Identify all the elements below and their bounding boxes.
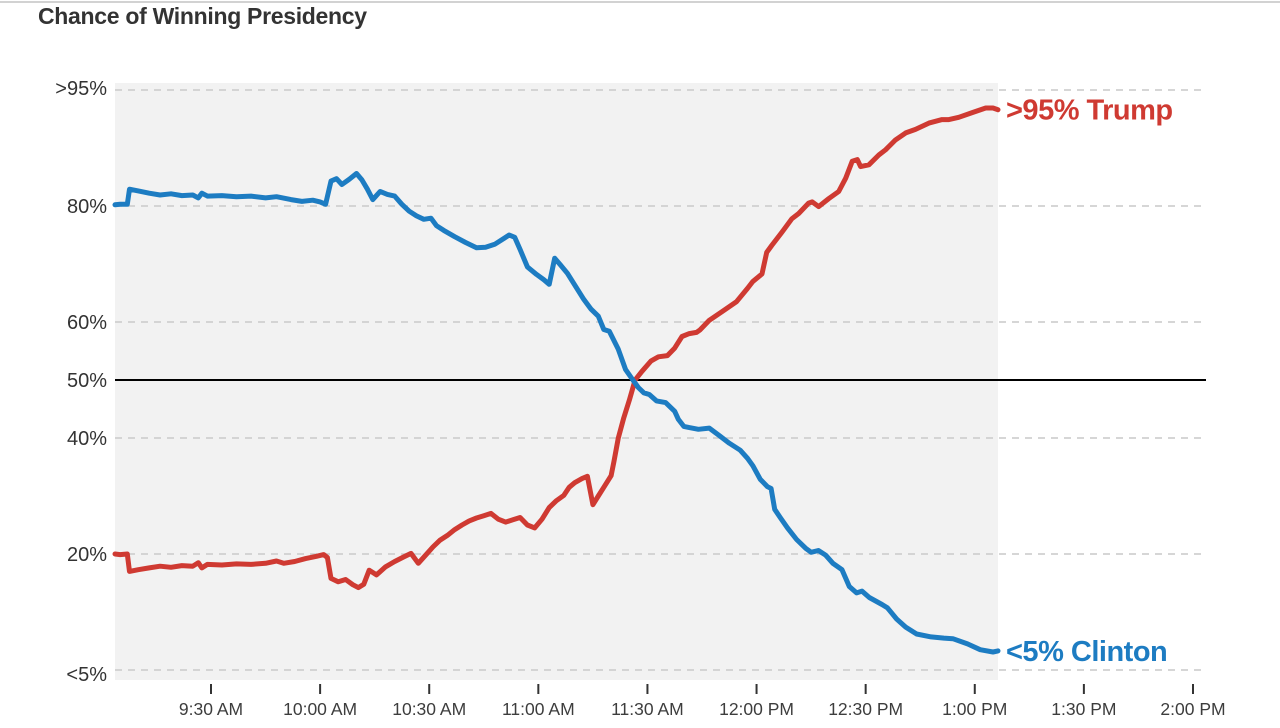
x-axis-label: 12:00 PM <box>719 699 794 719</box>
x-axis-label: 10:00 AM <box>283 699 357 719</box>
y-axis-label: 50% <box>67 370 107 392</box>
x-axis-label: 1:30 PM <box>1051 699 1116 719</box>
y-axis-label: 20% <box>67 544 107 566</box>
y-axis-label: <5% <box>66 664 107 686</box>
y-axis-label: >95% <box>55 78 107 100</box>
x-axis-label: 11:00 AM <box>502 699 575 719</box>
y-axis-label: 80% <box>67 196 107 218</box>
clinton-line <box>112 171 1001 655</box>
x-axis-label: 9:30 AM <box>179 699 243 719</box>
y-axis-label: 60% <box>67 312 107 334</box>
chart-title: Chance of Winning Presidency <box>38 3 367 29</box>
trump-line <box>112 105 1001 591</box>
top-rule <box>0 1 1280 3</box>
x-axis-label: 10:30 AM <box>392 699 466 719</box>
clinton-end-label: <5% Clinton <box>1006 636 1167 668</box>
x-axis-label: 12:30 PM <box>828 699 903 719</box>
x-axis-label: 11:30 AM <box>611 699 684 719</box>
trump-end-label: >95% Trump <box>1006 95 1173 127</box>
y-axis-label: 40% <box>67 428 107 450</box>
x-axis-label: 2:00 PM <box>1160 699 1225 719</box>
x-axis-label: 1:00 PM <box>942 699 1007 719</box>
plot-area <box>115 83 998 680</box>
